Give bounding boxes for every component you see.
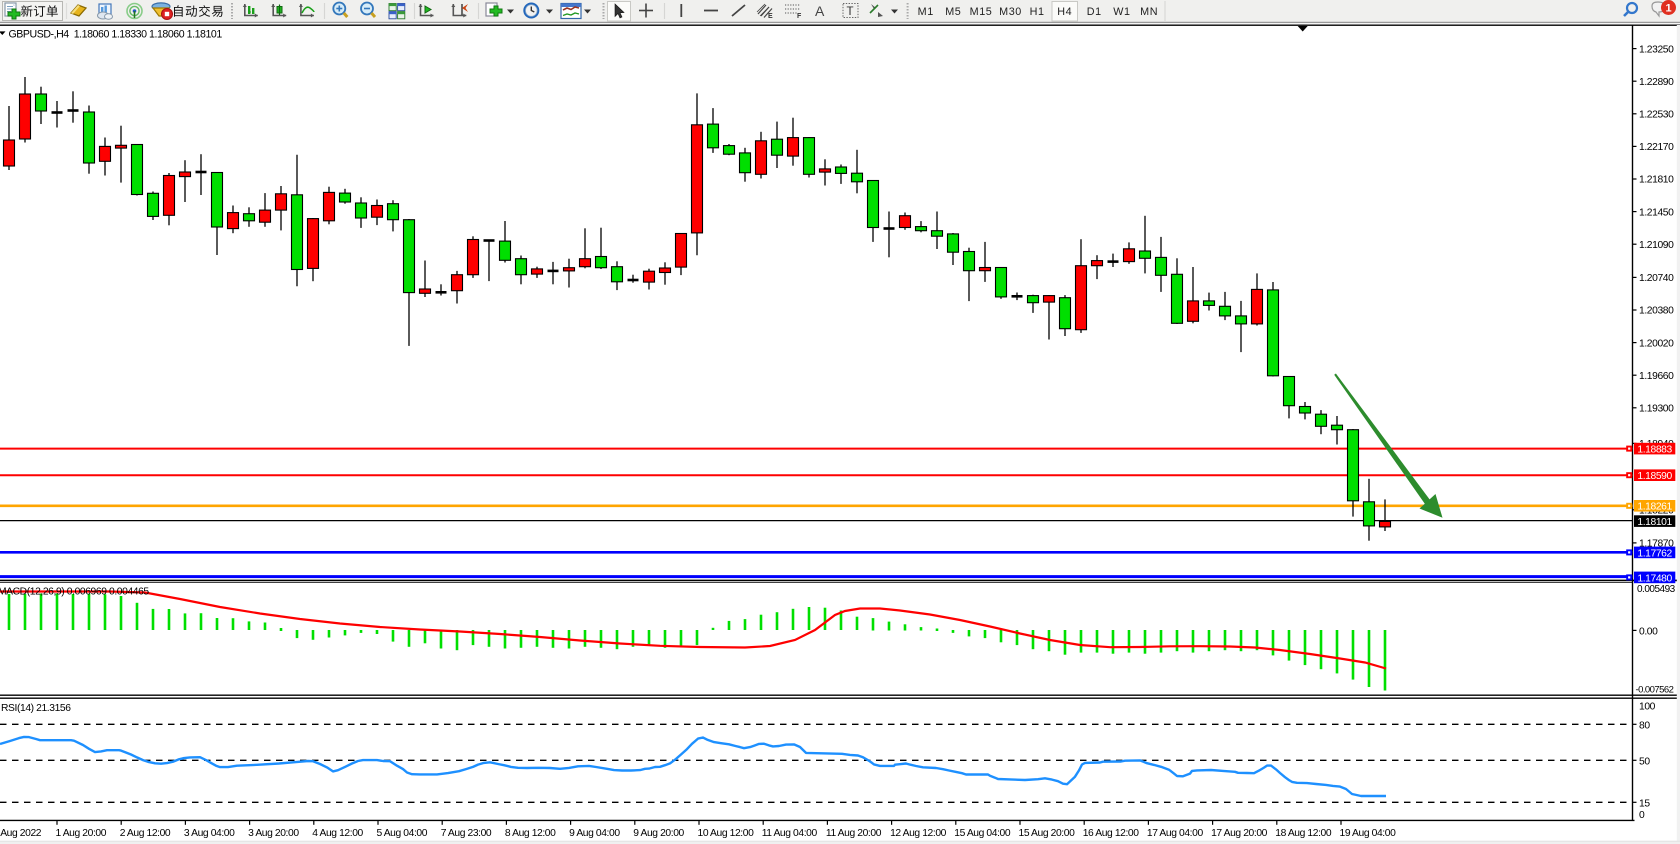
svg-text:3 Aug 20:00: 3 Aug 20:00 (248, 828, 299, 839)
svg-text:18 Aug 12:00: 18 Aug 12:00 (1275, 828, 1332, 839)
svg-text:RSI(14) 21.3156: RSI(14) 21.3156 (1, 703, 71, 714)
svg-text:9 Aug 04:00: 9 Aug 04:00 (569, 828, 620, 839)
svg-text:1: 1 (1665, 3, 1671, 15)
svg-text:1.18101: 1.18101 (1637, 517, 1672, 528)
svg-text:0.00: 0.00 (1639, 626, 1658, 637)
svg-text:1.20740: 1.20740 (1639, 273, 1674, 284)
svg-text:H1: H1 (1030, 6, 1045, 18)
svg-text:80: 80 (1639, 720, 1650, 731)
svg-text:1.20380: 1.20380 (1639, 306, 1674, 317)
svg-text:GBPUSD-,H4 1.18060 1.18330 1.: GBPUSD-,H4 1.18060 1.18330 1.18060 1.181… (9, 28, 223, 40)
svg-text:1.22530: 1.22530 (1639, 110, 1674, 121)
svg-text:MN: MN (1140, 6, 1158, 18)
svg-text:11 Aug 20:00: 11 Aug 20:00 (826, 828, 882, 839)
svg-text:12 Aug 12:00: 12 Aug 12:00 (890, 828, 947, 839)
svg-text:1.20020: 1.20020 (1639, 338, 1674, 349)
svg-text:MACD(12,26,9) 0.006969 0.00446: MACD(12,26,9) 0.006969 0.004465 (0, 587, 149, 598)
svg-text:17 Aug 20:00: 17 Aug 20:00 (1211, 828, 1268, 839)
svg-text:15 Aug 04:00: 15 Aug 04:00 (954, 828, 1011, 839)
svg-text:3 Aug 04:00: 3 Aug 04:00 (184, 828, 235, 839)
svg-text:H4: H4 (1057, 6, 1072, 18)
svg-text:1.17762: 1.17762 (1637, 548, 1672, 559)
svg-text:9 Aug 20:00: 9 Aug 20:00 (633, 828, 684, 839)
svg-text:17 Aug 04:00: 17 Aug 04:00 (1147, 828, 1204, 839)
svg-text:M15: M15 (970, 6, 993, 18)
svg-text:0.005493: 0.005493 (1637, 584, 1676, 595)
svg-text:11 Aug 04:00: 11 Aug 04:00 (762, 828, 818, 839)
svg-text:1.21090: 1.21090 (1639, 240, 1674, 251)
svg-text:1.22170: 1.22170 (1639, 142, 1674, 153)
svg-text:1.21450: 1.21450 (1639, 207, 1674, 218)
svg-text:19 Aug 04:00: 19 Aug 04:00 (1340, 828, 1397, 839)
svg-text:1.21810: 1.21810 (1639, 175, 1674, 186)
svg-text:1.19300: 1.19300 (1639, 404, 1674, 415)
svg-text:F: F (797, 13, 802, 20)
svg-text:1.18590: 1.18590 (1637, 471, 1672, 482)
svg-text:1.19660: 1.19660 (1639, 371, 1674, 382)
svg-text:1 Aug 2022: 1 Aug 2022 (0, 828, 42, 839)
svg-text:0: 0 (1639, 810, 1645, 821)
svg-text:1.18883: 1.18883 (1637, 445, 1672, 456)
svg-text:2 Aug 12:00: 2 Aug 12:00 (120, 828, 171, 839)
svg-text:10 Aug 12:00: 10 Aug 12:00 (698, 828, 755, 839)
svg-text:A: A (815, 3, 825, 19)
svg-text:50: 50 (1639, 756, 1650, 767)
svg-text:15 Aug 20:00: 15 Aug 20:00 (1019, 828, 1076, 839)
svg-text:M30: M30 (999, 6, 1022, 18)
svg-text:-0.007562: -0.007562 (1636, 684, 1674, 695)
svg-text:1.18261: 1.18261 (1637, 502, 1672, 513)
svg-text:1 Aug 20:00: 1 Aug 20:00 (56, 828, 107, 839)
svg-text:16 Aug 12:00: 16 Aug 12:00 (1083, 828, 1140, 839)
svg-text:15: 15 (1639, 798, 1650, 809)
svg-text:T: T (847, 6, 854, 18)
svg-text:1.22890: 1.22890 (1639, 77, 1674, 88)
svg-text:100: 100 (1639, 702, 1656, 713)
svg-text:M1: M1 (918, 6, 934, 18)
svg-text:1.23250: 1.23250 (1639, 44, 1674, 55)
svg-text:8 Aug 12:00: 8 Aug 12:00 (505, 828, 556, 839)
svg-text:5 Aug 04:00: 5 Aug 04:00 (377, 828, 428, 839)
svg-text:1.17480: 1.17480 (1637, 573, 1672, 584)
svg-text:1.17870: 1.17870 (1639, 539, 1674, 550)
svg-text:D1: D1 (1087, 6, 1102, 18)
svg-text:W1: W1 (1113, 6, 1130, 18)
svg-text:M5: M5 (945, 6, 961, 18)
svg-text:E: E (768, 13, 773, 20)
svg-text:4 Aug 12:00: 4 Aug 12:00 (312, 828, 363, 839)
svg-text:7 Aug 23:00: 7 Aug 23:00 (441, 828, 492, 839)
